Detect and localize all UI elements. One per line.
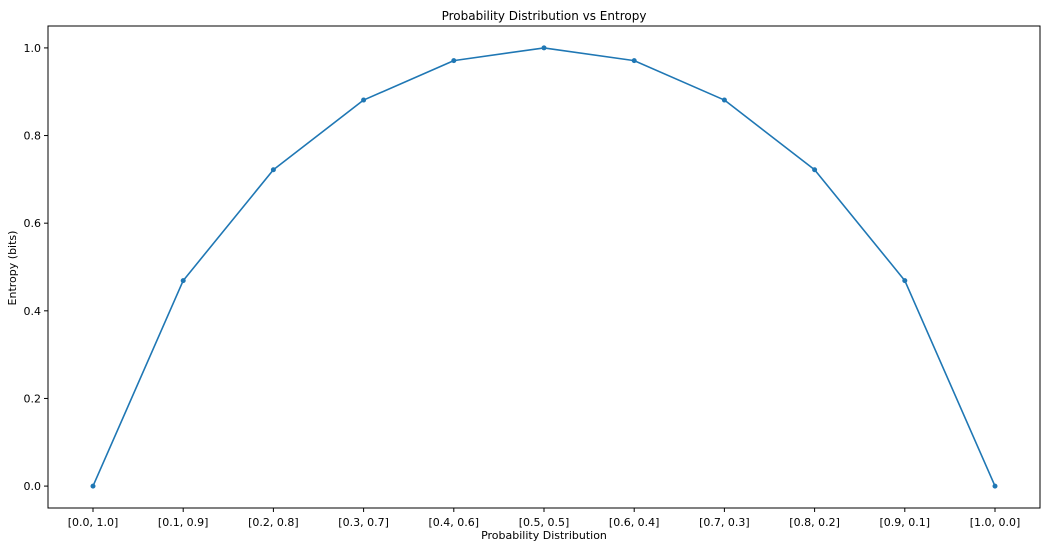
data-point	[361, 97, 367, 103]
y-tick-label: 0.2	[24, 392, 42, 405]
data-point	[992, 483, 998, 489]
data-point	[451, 58, 457, 64]
data-point	[90, 483, 96, 489]
x-axis: [0.0, 1.0] [0.1, 0.9] [0.2, 0.8] [0.3, 0.7]…	[68, 508, 1021, 529]
x-tick-label: [0.1, 0.9]	[158, 516, 209, 529]
x-tick-label: [0.2, 0.8]	[248, 516, 299, 529]
x-tick-label: [0.9, 0.1]	[880, 516, 931, 529]
data-point	[270, 167, 276, 173]
data-point	[812, 167, 818, 173]
data-point	[180, 278, 186, 284]
y-tick-label: 0.8	[24, 130, 42, 143]
y-axis: 0.0 0.2 0.4 0.6 0.8 1.0	[24, 42, 48, 493]
series-layer	[90, 45, 998, 489]
x-tick-label: [0.7, 0.3]	[699, 516, 750, 529]
x-tick-label: [0.5, 0.5]	[519, 516, 570, 529]
plot-background	[48, 26, 1040, 508]
x-tick-label: [0.3, 0.7]	[338, 516, 389, 529]
x-tick-label: [0.8, 0.2]	[789, 516, 840, 529]
data-point	[541, 45, 547, 51]
plot-area	[48, 26, 1040, 508]
x-tick-label: [0.6, 0.4]	[609, 516, 660, 529]
x-axis-label: Probability Distribution	[481, 529, 607, 542]
x-tick-label: [0.0, 1.0]	[68, 516, 119, 529]
data-point	[902, 278, 908, 284]
y-tick-label: 0.6	[24, 217, 42, 230]
y-tick-label: 1.0	[24, 42, 42, 55]
y-axis-label: Entropy (bits)	[6, 231, 19, 306]
data-point	[631, 58, 637, 64]
data-point	[721, 97, 727, 103]
chart-title: Probability Distribution vs Entropy	[442, 9, 647, 23]
x-tick-label: [0.4, 0.6]	[429, 516, 480, 529]
x-tick-label: [1.0, 0.0]	[970, 516, 1021, 529]
plot-frame	[47, 25, 1041, 509]
y-tick-label: 0.4	[24, 305, 42, 318]
y-tick-label: 0.0	[24, 480, 42, 493]
